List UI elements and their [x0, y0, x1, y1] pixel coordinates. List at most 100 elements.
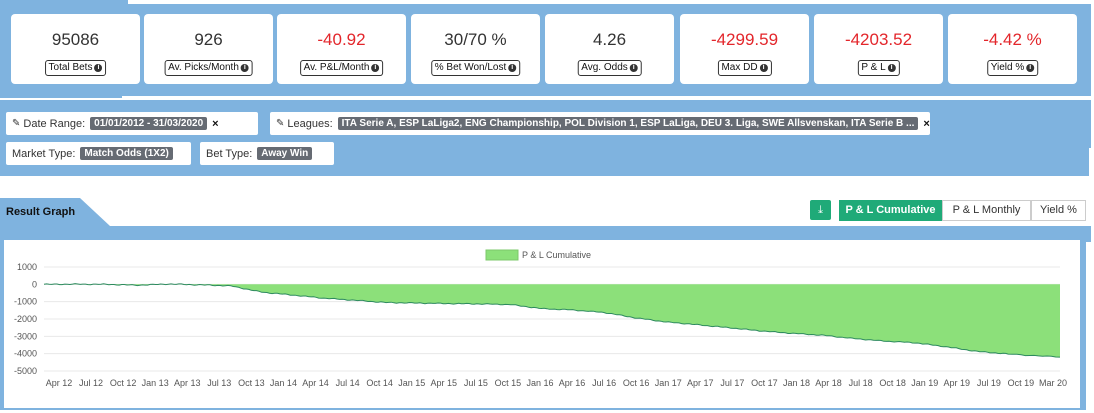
x-tick-label: Apr 14	[302, 378, 329, 388]
stat-card: 95086 Total Bets i	[11, 14, 140, 84]
info-icon[interactable]: i	[887, 64, 896, 72]
stat-value: -40.92	[317, 30, 366, 49]
y-tick-label: -2000	[14, 314, 37, 324]
stat-value: 30/70 %	[444, 30, 507, 49]
stat-card: -4299.59 Max DD i	[680, 14, 809, 84]
stat-label: Total Bets i	[44, 60, 107, 76]
stat-card: -4.42 % Yield % i	[948, 14, 1077, 84]
stat-value: 4.26	[592, 30, 627, 49]
date-range-filter[interactable]: ✎ Date Range: 01/01/2012 - 31/03/2020 ×	[6, 112, 258, 135]
result-graph-rule	[0, 226, 1091, 228]
pl-cumulative-button[interactable]: P & L Cumulative	[839, 200, 942, 221]
x-tick-label: Jul 18	[849, 378, 873, 388]
download-button[interactable]: ⤓	[810, 200, 831, 220]
x-tick-label: Jan 14	[270, 378, 297, 388]
x-tick-label: Oct 17	[751, 378, 778, 388]
stat-label-text: Avg. Odds	[581, 62, 628, 73]
date-range-label: Date Range:	[23, 117, 86, 130]
x-tick-label: Oct 19	[1008, 378, 1035, 388]
pl-monthly-button[interactable]: P & L Monthly	[942, 200, 1031, 221]
stat-label: % Bet Won/Lost i	[430, 60, 521, 76]
yield-button[interactable]: Yield %	[1031, 200, 1086, 221]
info-icon[interactable]: i	[240, 64, 249, 72]
x-tick-label: Jul 14	[336, 378, 360, 388]
pencil-icon: ✎	[276, 118, 285, 129]
pl-cumulative-line	[43, 283, 1061, 358]
stats-band-tab	[0, 0, 128, 4]
x-tick-label: Apr 18	[815, 378, 842, 388]
stat-label-text: Total Bets	[48, 62, 93, 73]
x-tick-label: Oct 13	[238, 378, 265, 388]
x-axis-ticks: Apr 12 Jul 12 Oct 12 Jan 13 Apr 13 Jul 13 Oct …	[46, 378, 1067, 388]
info-icon[interactable]: i	[371, 64, 380, 72]
stat-label-text: Max DD	[721, 62, 758, 73]
chart-right-bar	[1086, 242, 1091, 412]
x-tick-label: Oct 18	[879, 378, 906, 388]
leagues-remove-icon[interactable]: ×	[923, 117, 930, 130]
pencil-icon: ✎	[12, 118, 21, 129]
stat-label-text: % Bet Won/Lost	[434, 62, 507, 73]
stat-card: -40.92 Av. P&L/Month i	[277, 14, 406, 84]
leagues-filter[interactable]: ✎ Leagues: ITA Serie A, ESP LaLiga2, ENG…	[270, 112, 930, 135]
bet-type-filter[interactable]: Bet Type: Away Win	[200, 142, 334, 165]
x-tick-label: Jan 19	[911, 378, 938, 388]
stat-label: Avg. Odds i	[577, 60, 642, 76]
date-range-remove-icon[interactable]: ×	[212, 117, 219, 130]
y-tick-label: 1000	[17, 262, 37, 272]
pl-cumulative-area	[44, 283, 1060, 358]
info-icon[interactable]: i	[94, 64, 103, 72]
x-tick-label: Mar 20	[1039, 378, 1067, 388]
result-graph-tab: Result Graph	[0, 198, 110, 226]
market-type-label: Market Type:	[12, 147, 76, 160]
x-tick-label: Oct 12	[110, 378, 137, 388]
bet-type-label: Bet Type:	[206, 147, 253, 160]
x-tick-label: Oct 14	[366, 378, 393, 388]
leagues-value: ITA Serie A, ESP LaLiga2, ENG Championsh…	[337, 117, 919, 130]
x-tick-label: Jul 13	[207, 378, 231, 388]
info-icon[interactable]: i	[508, 64, 517, 72]
stat-label: Av. P&L/Month i	[299, 60, 384, 76]
bet-type-value: Away Win	[257, 147, 313, 160]
download-icon: ⤓	[818, 204, 823, 216]
market-type-filter[interactable]: Market Type: Match Odds (1X2)	[6, 142, 191, 165]
x-tick-label: Jul 17	[720, 378, 744, 388]
stat-value: 95086	[51, 30, 100, 49]
y-tick-label: -1000	[14, 297, 37, 307]
stat-label-text: Av. Picks/Month	[168, 62, 239, 73]
chart-area: 1000 0 -1000 -2000 -3000 -4000 -5000 Apr 12 Jul…	[4, 240, 1080, 408]
x-tick-label: Jul 15	[464, 378, 488, 388]
y-axis-ticks: 1000 0 -1000 -2000 -3000 -4000 -5000	[14, 262, 37, 376]
info-icon[interactable]: i	[629, 64, 638, 72]
stat-value: -4299.59	[710, 30, 779, 49]
legend-label: P & L Cumulative	[522, 250, 591, 260]
x-tick-label: Jul 12	[79, 378, 103, 388]
stat-label: Yield % i	[986, 60, 1039, 76]
date-range-value: 01/01/2012 - 31/03/2020	[90, 117, 208, 130]
stat-label: Max DD i	[717, 60, 772, 76]
stat-label-text: Yield %	[990, 62, 1025, 73]
pl-chart: 1000 0 -1000 -2000 -3000 -4000 -5000 Apr 12 Jul…	[14, 249, 1067, 388]
stat-value: -4203.52	[844, 30, 913, 49]
x-tick-label: Apr 12	[46, 378, 73, 388]
info-icon[interactable]: i	[1026, 64, 1035, 72]
legend-swatch	[485, 249, 519, 261]
x-tick-label: Apr 15	[431, 378, 458, 388]
stat-value: 926	[194, 30, 223, 49]
x-tick-label: Jul 16	[592, 378, 616, 388]
band-edge	[1089, 148, 1091, 176]
stat-card: 4.26 Avg. Odds i	[545, 14, 674, 84]
x-tick-label: Apr 13	[174, 378, 201, 388]
y-tick-label: 0	[32, 279, 37, 289]
x-tick-label: Oct 16	[623, 378, 650, 388]
stat-card: 926 Av. Picks/Month i	[144, 14, 273, 84]
x-tick-label: Oct 15	[495, 378, 522, 388]
x-tick-label: Apr 16	[559, 378, 586, 388]
stat-card: 30/70 % % Bet Won/Lost i	[411, 14, 540, 84]
x-tick-label: Jan 18	[783, 378, 810, 388]
x-tick-label: Apr 17	[687, 378, 714, 388]
info-icon[interactable]: i	[759, 64, 768, 72]
market-type-value: Match Odds (1X2)	[80, 147, 173, 160]
x-tick-label: Jan 17	[655, 378, 682, 388]
